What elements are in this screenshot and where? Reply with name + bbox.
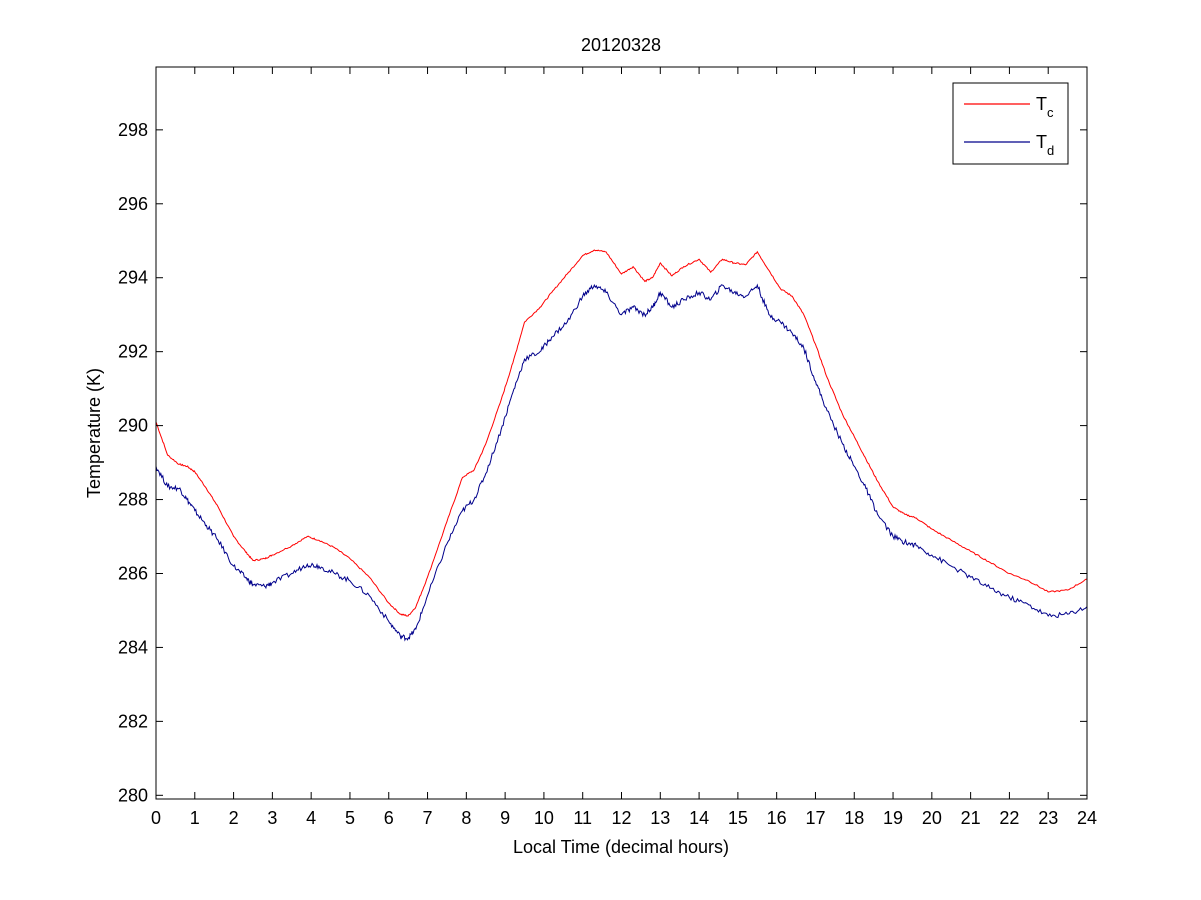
x-tick-label: 14 xyxy=(689,808,709,828)
x-tick-label: 13 xyxy=(650,808,670,828)
legend-label-tc-sub: c xyxy=(1047,105,1054,120)
x-tick-label: 12 xyxy=(611,808,631,828)
x-tick-label: 0 xyxy=(151,808,161,828)
y-tick-label: 284 xyxy=(118,637,148,657)
legend-box xyxy=(952,82,1069,165)
x-tick-label: 8 xyxy=(461,808,471,828)
x-tick-label: 3 xyxy=(267,808,277,828)
x-tick-label: 10 xyxy=(534,808,554,828)
y-tick-label: 290 xyxy=(118,416,148,436)
x-tick-label: 22 xyxy=(999,808,1019,828)
x-tick-label: 20 xyxy=(922,808,942,828)
legend-label-td-main: T xyxy=(1036,132,1047,152)
chart-title: 20120328 xyxy=(581,35,661,55)
x-tick-label: 16 xyxy=(767,808,787,828)
plot-area: 0 1 2 3 4 5 6 7 8 9 10 11 12 13 14 15 16 17 18 19 20 21 22 23 24… xyxy=(118,66,1097,828)
legend-label-td-sub: d xyxy=(1047,143,1054,158)
x-axis-label: Local Time (decimal hours) xyxy=(513,837,729,857)
x-tick-label: 9 xyxy=(500,808,510,828)
series-line-tc xyxy=(155,249,1088,617)
y-tick-label: 294 xyxy=(118,268,148,288)
x-tick-label: 11 xyxy=(573,808,592,828)
series-line-td xyxy=(155,283,1088,642)
y-tick-label: 280 xyxy=(118,785,148,805)
legend-label-td: Td xyxy=(1036,132,1054,158)
x-tick-label: 1 xyxy=(190,808,200,828)
y-tick-label: 282 xyxy=(118,711,148,731)
y-tick-label: 286 xyxy=(118,563,148,583)
x-tick-label: 4 xyxy=(306,808,316,828)
x-tick-label: 2 xyxy=(229,808,239,828)
legend: Tc Td xyxy=(952,82,1069,165)
x-tick-label: 18 xyxy=(844,808,864,828)
y-tick-label: 292 xyxy=(118,342,148,362)
x-tick-label: 5 xyxy=(345,808,355,828)
x-tick-label: 6 xyxy=(384,808,394,828)
x-tick-label: 15 xyxy=(728,808,748,828)
y-axis-label: Temperature (K) xyxy=(84,368,104,498)
x-tick-label: 23 xyxy=(1038,808,1058,828)
x-tick-label: 7 xyxy=(423,808,433,828)
y-tick-label: 296 xyxy=(118,194,148,214)
x-tick-label: 17 xyxy=(805,808,825,828)
y-tick-label: 288 xyxy=(118,490,148,510)
x-tick-label: 24 xyxy=(1077,808,1097,828)
legend-label-tc-main: T xyxy=(1036,94,1047,114)
legend-label-tc: Tc xyxy=(1036,94,1054,120)
x-tick-label: 21 xyxy=(961,808,981,828)
y-tick-label: 298 xyxy=(118,120,148,140)
x-tick-label: 19 xyxy=(883,808,903,828)
